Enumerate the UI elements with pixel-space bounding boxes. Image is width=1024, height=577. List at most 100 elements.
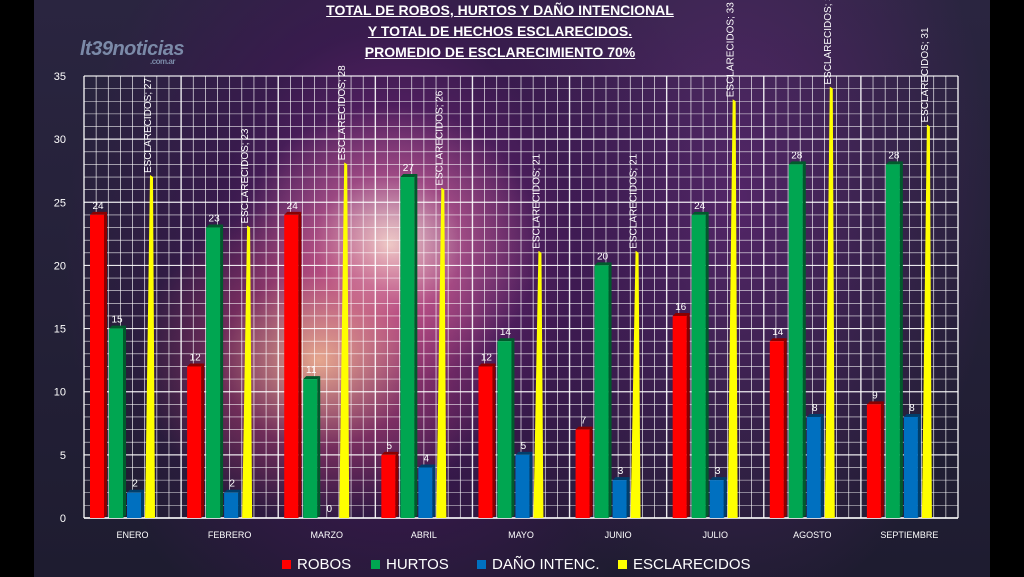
x-tick-label: JULIO [702,530,728,540]
data-label-hurtos: 20 [597,251,609,262]
x-tick-label: ABRIL [411,530,437,540]
bar-hurtos [206,227,221,519]
bar-robos [769,341,784,518]
bar-esclarecidos [630,250,641,519]
bar-side [395,451,399,518]
bar-top [806,413,824,417]
bar-top [224,489,242,493]
y-tick-label: 35 [54,71,66,83]
watermark-domain: .com.ar [150,57,175,66]
data-label-esclarecidos: ESCLARECIDOS; 21 [531,153,542,248]
data-label-hurtos: 15 [111,315,123,326]
bar-robos [381,454,396,518]
bar-top [90,211,107,215]
legend: ROBOS HURTOS DAÑO INTENC. ESCLARECIDOS [0,556,1024,576]
bar-dano [903,416,918,518]
bar-side [686,312,690,518]
bar-side [104,211,107,518]
bar-top [127,489,144,493]
data-label-esclarecidos: ESCLARECIDOS; 21 [629,153,640,248]
data-label-dano: 8 [812,403,818,414]
data-label-robos: 9 [872,390,878,401]
bar-side [414,174,418,518]
x-tick-label: FEBRERO [208,530,252,540]
data-label-dano: 5 [521,441,527,452]
data-label-robos: 24 [287,201,299,212]
bar-hurtos [109,328,123,518]
bar-top [885,161,903,165]
bar-side [220,224,224,519]
bar-side [723,477,727,518]
bar-top [478,363,496,367]
y-tick-label: 5 [60,450,66,462]
data-label-hurtos: 28 [888,150,900,161]
y-tick-label: 30 [54,134,66,146]
bar-robos [187,366,202,518]
bar-robos [866,404,881,518]
data-label-dano: 0 [326,504,332,515]
y-tick-label: 10 [54,387,66,399]
bar-esclarecidos [145,175,155,518]
bar-top [303,376,321,380]
y-tick-label: 25 [54,197,66,209]
bar-hurtos [885,164,900,518]
legend-item-dano: DAÑO INTENC. [477,556,600,573]
bar-top [769,338,787,342]
legend-label-dano: DAÑO INTENC. [492,556,600,573]
bar-side [783,338,787,518]
bar-esclarecidos [533,250,544,519]
bar-dano [418,467,433,518]
data-label-robos: 24 [92,201,104,212]
bar-top [612,477,630,481]
data-label-esclarecidos: ESCLARECIDOS; 33 [726,2,737,97]
data-label-hurtos: 11 [306,365,317,376]
legend-swatch-dano [477,560,486,569]
bar-side [432,464,436,518]
bar-side [298,211,302,518]
bar-esclarecidos [824,86,835,518]
legend-item-hurtos: HURTOS [371,556,449,573]
bar-side [529,451,533,518]
bar-hurtos [497,341,512,518]
data-label-hurtos: 14 [500,327,512,338]
x-tick-label: MAYO [508,530,534,540]
bar-robos [90,214,104,518]
data-label-dano: 3 [715,466,721,477]
bar-top [497,338,515,342]
legend-label-esclarecidos: ESCLARECIDOS [633,556,751,573]
bar-side [589,426,593,518]
bar-esclarecidos [339,162,350,518]
data-label-hurtos: 27 [403,163,415,174]
y-tick-label: 0 [60,513,66,525]
bar-top [381,451,399,455]
bar-top [515,451,533,455]
x-tick-label: MARZO [311,530,344,540]
bar-top [788,161,806,165]
legend-label-robos: ROBOS [297,556,352,573]
bar-dano [612,480,627,518]
data-label-esclarecidos: ESCLARECIDOS; 34 [823,0,834,85]
bar-side [511,338,515,518]
data-label-robos: 7 [581,416,587,427]
data-label-esclarecidos: ESCLARECIDOS; 23 [240,128,251,223]
bar-side [201,363,205,518]
legend-swatch-esclarecidos [618,560,627,569]
bar-side [899,161,903,518]
data-label-esclarecidos: ESCLARECIDOS; 28 [337,65,348,160]
bar-dano [127,492,141,518]
bar-esclarecidos [727,99,738,518]
x-tick-label: ENERO [117,530,149,540]
bar-hurtos [691,214,706,518]
bar-side [238,489,242,518]
bar-side [820,413,824,518]
bar-top [672,312,690,316]
chart-title: TOTAL DE ROBOS, HURTOS Y DAÑO INTENCIONA… [250,0,750,63]
legend-item-robos: ROBOS [282,556,351,573]
data-label-dano: 4 [424,453,430,464]
bar-dano [515,454,530,518]
bar-top [284,211,302,215]
bar-dano [224,492,239,518]
bar-top [594,262,612,266]
data-label-hurtos: 24 [694,201,706,212]
